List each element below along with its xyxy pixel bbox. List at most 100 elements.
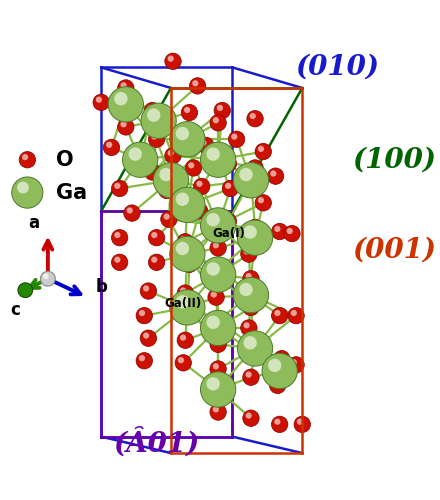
Circle shape bbox=[222, 180, 238, 196]
Text: c: c bbox=[10, 302, 20, 320]
Circle shape bbox=[175, 308, 191, 324]
Circle shape bbox=[121, 82, 127, 88]
Circle shape bbox=[210, 240, 226, 256]
Circle shape bbox=[225, 182, 231, 189]
Circle shape bbox=[201, 372, 236, 407]
Circle shape bbox=[210, 312, 226, 328]
Circle shape bbox=[178, 310, 184, 316]
Circle shape bbox=[210, 336, 226, 352]
Circle shape bbox=[170, 236, 205, 272]
Circle shape bbox=[215, 262, 221, 269]
Text: O: O bbox=[56, 150, 74, 170]
Circle shape bbox=[151, 134, 158, 140]
Text: (Ȃ01): (Ȃ01) bbox=[114, 428, 200, 458]
Circle shape bbox=[249, 162, 256, 168]
Circle shape bbox=[181, 256, 198, 272]
Circle shape bbox=[177, 234, 194, 250]
Circle shape bbox=[148, 230, 165, 246]
Circle shape bbox=[114, 92, 128, 106]
Circle shape bbox=[268, 358, 282, 372]
Circle shape bbox=[217, 105, 223, 111]
Text: (001): (001) bbox=[352, 236, 436, 264]
Circle shape bbox=[243, 336, 257, 349]
Circle shape bbox=[286, 228, 293, 234]
Circle shape bbox=[247, 160, 263, 176]
Circle shape bbox=[111, 230, 128, 246]
Circle shape bbox=[220, 213, 237, 230]
Circle shape bbox=[201, 208, 236, 243]
Circle shape bbox=[206, 148, 220, 161]
Circle shape bbox=[291, 359, 297, 366]
Circle shape bbox=[246, 372, 252, 378]
Circle shape bbox=[210, 404, 226, 420]
Circle shape bbox=[213, 117, 219, 123]
Circle shape bbox=[177, 285, 194, 302]
Circle shape bbox=[180, 236, 186, 242]
Circle shape bbox=[176, 242, 189, 255]
Circle shape bbox=[177, 332, 194, 348]
Circle shape bbox=[214, 102, 231, 118]
Circle shape bbox=[147, 108, 161, 122]
Circle shape bbox=[212, 260, 228, 276]
Circle shape bbox=[143, 332, 149, 338]
Circle shape bbox=[276, 353, 282, 359]
Circle shape bbox=[117, 80, 134, 96]
Circle shape bbox=[140, 283, 157, 299]
Circle shape bbox=[121, 121, 127, 128]
Circle shape bbox=[249, 222, 256, 228]
Circle shape bbox=[291, 310, 297, 316]
Circle shape bbox=[196, 180, 202, 187]
Circle shape bbox=[271, 224, 288, 240]
Circle shape bbox=[194, 178, 210, 194]
Circle shape bbox=[243, 299, 259, 316]
Circle shape bbox=[144, 164, 161, 180]
Circle shape bbox=[270, 170, 276, 176]
Circle shape bbox=[106, 142, 112, 148]
Circle shape bbox=[247, 110, 263, 127]
Circle shape bbox=[168, 150, 174, 156]
Circle shape bbox=[201, 142, 236, 178]
Circle shape bbox=[147, 105, 153, 111]
Circle shape bbox=[168, 56, 174, 62]
Circle shape bbox=[159, 182, 175, 198]
Circle shape bbox=[213, 242, 219, 248]
Circle shape bbox=[200, 140, 207, 146]
Circle shape bbox=[243, 342, 259, 358]
Circle shape bbox=[189, 78, 206, 94]
Circle shape bbox=[268, 168, 284, 184]
Circle shape bbox=[161, 185, 168, 191]
Circle shape bbox=[114, 256, 121, 263]
Circle shape bbox=[271, 416, 288, 432]
Circle shape bbox=[269, 377, 286, 394]
Text: b: b bbox=[96, 278, 108, 296]
Circle shape bbox=[210, 361, 226, 377]
Circle shape bbox=[139, 355, 145, 362]
Circle shape bbox=[180, 288, 186, 294]
Circle shape bbox=[249, 113, 256, 119]
Circle shape bbox=[18, 283, 33, 298]
Circle shape bbox=[211, 292, 217, 298]
Circle shape bbox=[96, 96, 102, 103]
Circle shape bbox=[246, 345, 252, 351]
Circle shape bbox=[243, 322, 250, 328]
Circle shape bbox=[176, 192, 189, 206]
Circle shape bbox=[247, 219, 263, 236]
Circle shape bbox=[223, 216, 229, 222]
Circle shape bbox=[111, 180, 128, 196]
Circle shape bbox=[93, 94, 110, 110]
Circle shape bbox=[147, 166, 153, 172]
Circle shape bbox=[201, 310, 236, 346]
Circle shape bbox=[213, 338, 219, 345]
Circle shape bbox=[148, 131, 165, 148]
Circle shape bbox=[164, 214, 170, 220]
Circle shape bbox=[241, 246, 257, 262]
Circle shape bbox=[213, 363, 219, 370]
Circle shape bbox=[122, 142, 158, 178]
Circle shape bbox=[170, 122, 205, 157]
Circle shape bbox=[188, 162, 194, 168]
Circle shape bbox=[136, 308, 153, 324]
Circle shape bbox=[176, 295, 189, 308]
Circle shape bbox=[220, 156, 237, 172]
Circle shape bbox=[274, 350, 290, 367]
Circle shape bbox=[170, 290, 205, 325]
